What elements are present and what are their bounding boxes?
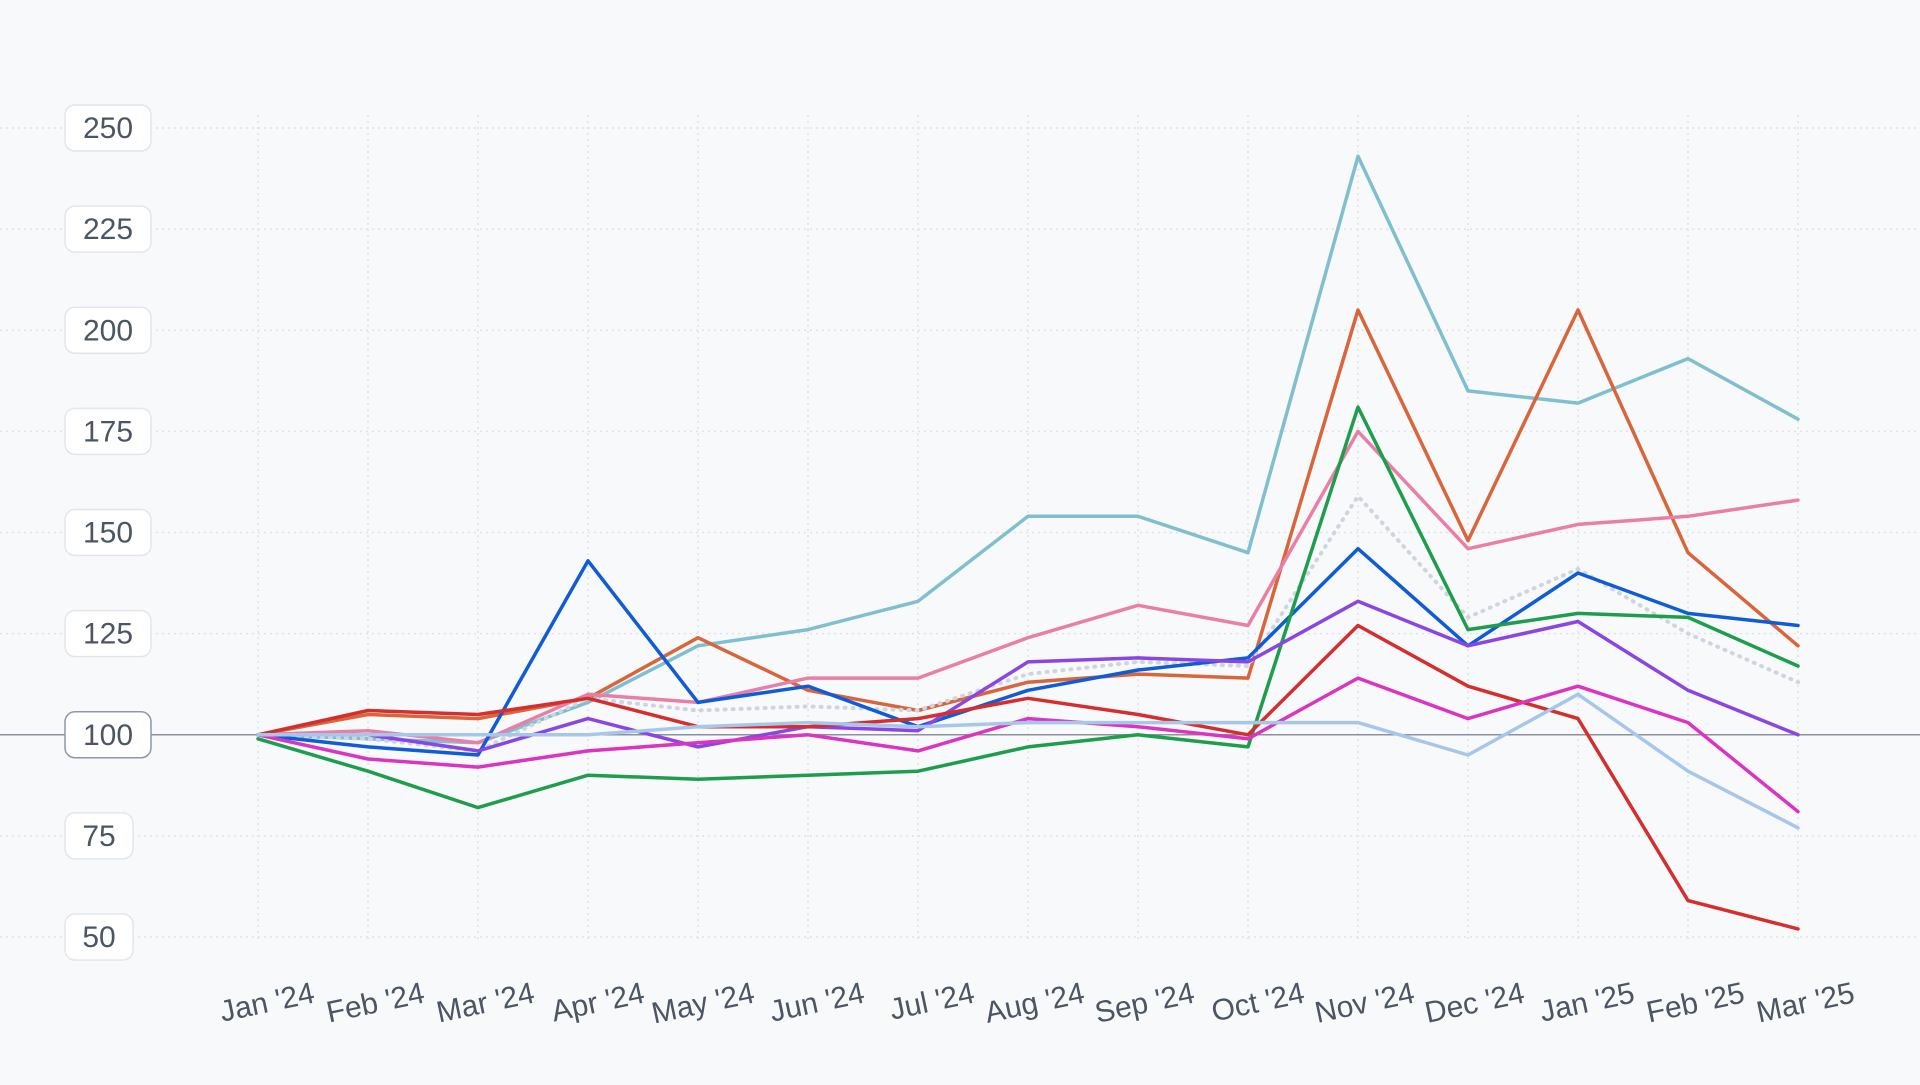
x-tick-label: Jan '24 xyxy=(217,977,318,1029)
y-tick: 200 xyxy=(64,306,152,354)
x-tick-label: Feb '25 xyxy=(1644,977,1748,1030)
series-lines xyxy=(256,154,1800,931)
y-tick: 50 xyxy=(64,913,134,961)
y-tick-label: 175 xyxy=(83,415,133,448)
series-line-5 xyxy=(256,546,1800,757)
x-tick-label: Jun '24 xyxy=(767,977,868,1029)
y-tick-badge xyxy=(64,609,152,658)
y-tick-badge xyxy=(64,205,152,253)
series-line-6 xyxy=(256,405,1800,810)
y-tick: 250 xyxy=(64,104,152,152)
y-tick-badge xyxy=(64,104,152,152)
x-tick-label: Aug '24 xyxy=(982,977,1087,1030)
x-tick-label: Apr '24 xyxy=(549,977,648,1029)
x-tick-label: Jan '25 xyxy=(1537,977,1638,1029)
x-tick-label: Dec '24 xyxy=(1422,977,1527,1030)
y-tick-label: 50 xyxy=(82,921,115,954)
y-tick-label: 125 xyxy=(83,618,133,651)
grid xyxy=(0,115,1920,940)
y-tick-label: 200 xyxy=(83,314,133,347)
x-tick-label: Feb '24 xyxy=(324,977,428,1030)
y-tick: 225 xyxy=(64,205,152,253)
y-tick-label: 250 xyxy=(83,112,133,145)
y-tick-label: 75 xyxy=(82,820,115,853)
series-line-3 xyxy=(256,429,1800,745)
y-tick: 150 xyxy=(64,508,152,557)
x-tick-label: Mar '25 xyxy=(1754,977,1858,1030)
y-tick-badge xyxy=(64,711,152,759)
y-tick-badge xyxy=(64,407,152,456)
x-tick-label: Jul '24 xyxy=(887,977,978,1027)
y-tick: 125 xyxy=(64,609,152,658)
series-line-2 xyxy=(256,308,1800,737)
series-line-4 xyxy=(256,494,1800,753)
series-line-1 xyxy=(256,154,1800,745)
series-line-7 xyxy=(256,599,1800,753)
y-tick-badge xyxy=(64,508,152,557)
y-tick: 75 xyxy=(64,812,134,860)
y-tick-badge xyxy=(64,913,134,961)
series-line-9 xyxy=(256,676,1800,814)
series-line-10 xyxy=(256,692,1800,830)
y-tick: 100 xyxy=(64,711,152,759)
x-tick-label: Oct '24 xyxy=(1209,977,1308,1029)
series-line-8 xyxy=(256,623,1800,931)
y-tick-badge xyxy=(64,812,134,860)
y-tick-label: 100 xyxy=(83,719,133,752)
x-tick-label: Sep '24 xyxy=(1092,977,1197,1030)
y-tick-badge xyxy=(64,306,152,354)
x-tick-label: Mar '24 xyxy=(434,977,538,1030)
y-axis: 50 75 100 125 150 175 200 225 250 xyxy=(64,104,152,961)
x-tick-label: May '24 xyxy=(649,977,758,1031)
x-axis: Jan '24 Feb '24 Mar '24 Apr '24 May '24 Jun '… xyxy=(217,977,1858,1031)
y-tick-label: 225 xyxy=(83,213,133,246)
y-tick-label: 150 xyxy=(83,517,133,550)
x-tick-label: Nov '24 xyxy=(1312,977,1417,1030)
y-tick: 175 xyxy=(64,407,152,456)
